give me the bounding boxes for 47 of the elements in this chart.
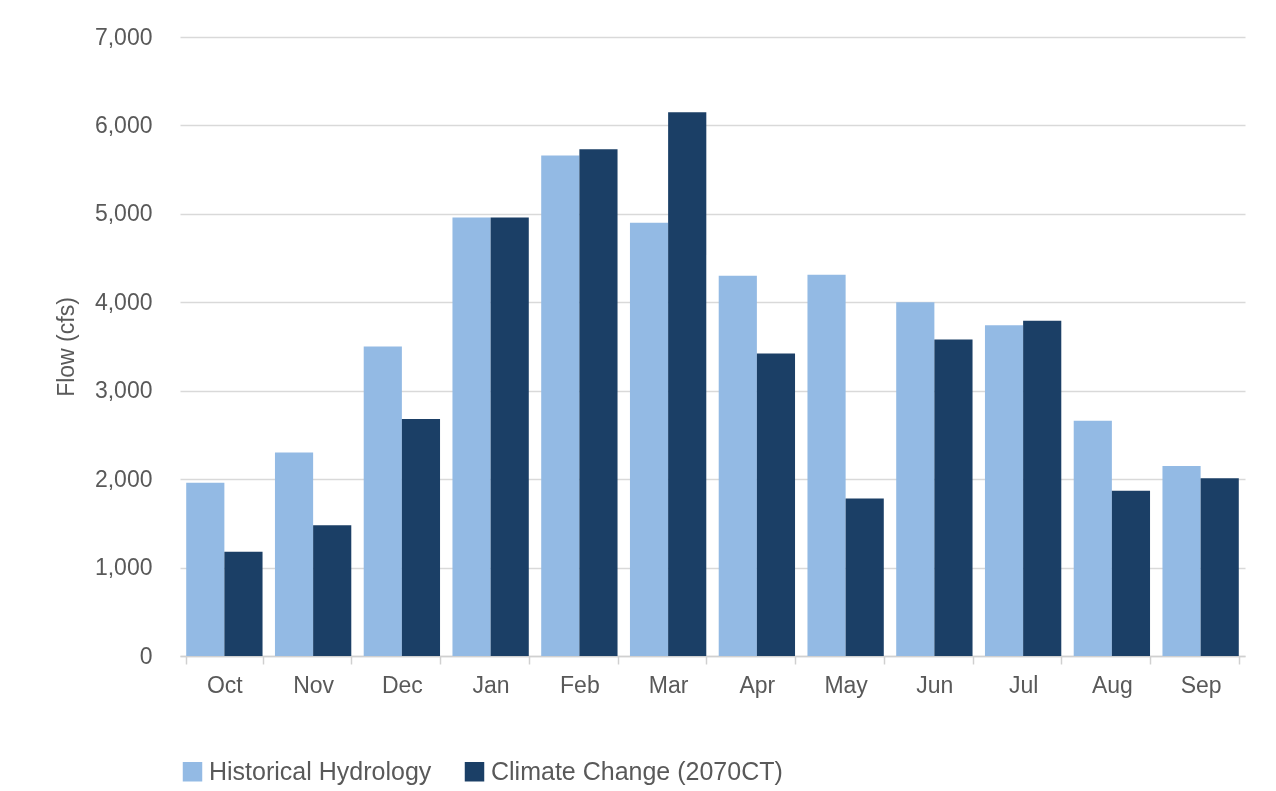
bar (934, 339, 973, 656)
bar (1200, 478, 1239, 656)
x-tick-label: Jan (472, 671, 510, 698)
bar (807, 274, 846, 656)
bar (313, 525, 352, 656)
x-tick-label: Apr (739, 671, 776, 698)
bar (1073, 420, 1112, 656)
bar (629, 222, 669, 656)
bar (1023, 320, 1062, 656)
bar (1162, 465, 1201, 656)
bar (363, 346, 402, 656)
bar (579, 149, 618, 656)
legend-label: Historical Hydrology (209, 756, 432, 785)
bar (541, 155, 580, 656)
y-tick-label: 0 (139, 642, 153, 669)
legend-label: Climate Change (2070CT) (491, 756, 783, 785)
x-tick-label: Aug (1091, 671, 1133, 698)
bar (224, 551, 263, 656)
y-tick-label: 1,000 (94, 554, 153, 581)
bar (718, 275, 757, 656)
bar (274, 452, 314, 656)
x-tick-label: Oct (206, 671, 244, 698)
x-tick-label: Mar (648, 671, 689, 698)
y-tick-label: 5,000 (94, 200, 153, 227)
y-tick-label: 3,000 (94, 377, 153, 404)
bar (845, 498, 884, 656)
y-tick-label: 2,000 (94, 465, 153, 492)
bar (756, 353, 796, 656)
x-tick-label: Feb (560, 671, 600, 698)
x-tick-label: Sep (1180, 671, 1222, 698)
y-tick-label: 4,000 (94, 288, 153, 315)
bar (452, 217, 491, 656)
x-tick-label: May (824, 671, 869, 698)
bar (1111, 490, 1151, 656)
bar (186, 482, 225, 656)
bar (896, 302, 935, 656)
bar (668, 112, 707, 656)
x-tick-label: Jul (1008, 671, 1039, 698)
x-tick-label: Dec (381, 671, 423, 698)
bar (984, 325, 1024, 656)
x-tick-label: Jun (916, 671, 954, 698)
x-tick-label: Nov (293, 671, 335, 698)
bar (401, 419, 441, 656)
y-axis-title: Flow (cfs) (52, 297, 79, 397)
bar (490, 217, 529, 656)
y-tick-label: 6,000 (94, 111, 153, 138)
y-tick-label: 7,000 (94, 23, 153, 50)
